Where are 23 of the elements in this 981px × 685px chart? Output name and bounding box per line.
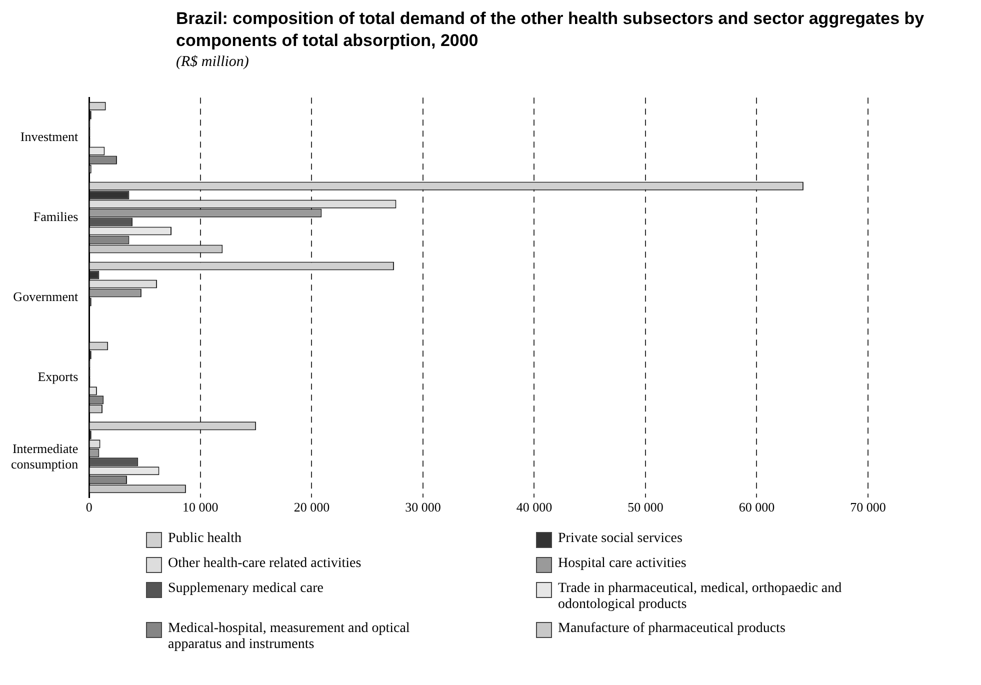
legend-label: Other health-care related activities	[168, 556, 362, 572]
x-tick-label: 0	[86, 500, 92, 515]
x-tick-label: 60 000	[738, 500, 775, 515]
x-tick-label: 40 000	[516, 500, 552, 515]
legend-label: Public health	[168, 531, 242, 547]
legend-label: Private social services	[558, 531, 682, 547]
y-tick-label: Families	[33, 208, 78, 224]
legend-label: Trade in pharmaceutical, medical, orthopaedic and odontological products	[558, 581, 843, 613]
x-tick-label: 50 000	[628, 500, 664, 515]
x-tick-label: 70 000	[850, 500, 886, 515]
chart-title: Brazil: composition of total demand of the other health subsectors and sector aggregates by components of total absorption, 2000	[176, 8, 926, 52]
legend-label: Medical-hospital, measurement and optical apparatus and instruments	[168, 621, 411, 653]
x-tick-label: 10 000	[182, 500, 218, 515]
chart-subtitle: (R$ million)	[176, 54, 250, 71]
legend-label: Hospital care activities	[558, 556, 686, 572]
y-tick-label: Exports	[38, 368, 78, 384]
legend-label: Supplemenary medical care	[168, 581, 324, 597]
y-tick-label: Intermediate consumption	[10, 441, 79, 472]
x-tick-label: 30 000	[405, 500, 441, 515]
y-tick-label: Investment	[20, 129, 79, 144]
y-tick-label: Government	[13, 288, 79, 304]
legend-label: Manufacture of pharmaceutical products	[558, 621, 786, 637]
x-tick-label: 20 000	[294, 500, 330, 515]
